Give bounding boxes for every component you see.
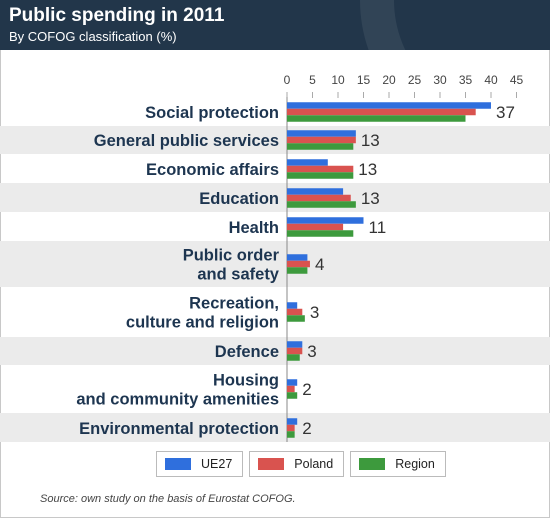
legend-item-ue27: UE27 [156, 451, 244, 477]
value-label: 2 [302, 419, 311, 438]
bar-region [287, 201, 356, 208]
bar-poland [287, 308, 303, 316]
bar-region [287, 143, 354, 150]
bar-ue27 [287, 188, 344, 195]
bar-poland [287, 165, 354, 173]
value-label: 13 [358, 160, 377, 179]
category-label: Recreation, culture and religion [126, 295, 279, 332]
category-label: Defence [215, 343, 279, 361]
legend-item-region: Region [350, 451, 446, 477]
bar-region [287, 172, 354, 179]
x-tick-label: 5 [309, 73, 316, 87]
value-label: 2 [302, 380, 311, 399]
category-label: Social protection [145, 104, 279, 122]
bar-poland [287, 347, 303, 355]
bar-region [287, 115, 466, 122]
bar-region [287, 392, 298, 399]
bar-poland [287, 260, 310, 268]
bar-chart: 0 5 10 15 20 25 30 35 40 45 Social protection Gene… [0, 73, 550, 442]
category-label: Health [229, 219, 279, 237]
x-tick-label: 30 [433, 73, 447, 87]
header-decoration [360, 0, 550, 50]
x-tick-label: 25 [408, 73, 422, 87]
bar-region [287, 315, 305, 322]
bar-poland [287, 136, 356, 144]
x-tick-label: 35 [459, 73, 473, 87]
value-labels: 37 13 13 13 11 4 3 3 2 2 [302, 103, 515, 438]
value-label: 13 [361, 131, 380, 150]
bar-poland [287, 424, 295, 432]
category-label: Environmental protection [79, 420, 279, 438]
bar-ue27 [287, 302, 298, 309]
bar-ue27 [287, 379, 298, 386]
bar-ue27 [287, 418, 298, 425]
bars [287, 102, 491, 438]
x-tick-label: 0 [284, 73, 291, 87]
bar-poland [287, 223, 344, 231]
row-stripe [0, 241, 550, 287]
bar-region [287, 267, 308, 274]
category-label: Economic affairs [146, 161, 279, 179]
legend-swatch [165, 458, 191, 470]
row-stripe [0, 413, 550, 442]
legend-swatch [258, 458, 285, 470]
bar-region [287, 431, 295, 438]
category-label: Public order and safety [183, 247, 280, 284]
bar-ue27 [287, 159, 328, 166]
bar-ue27 [287, 341, 303, 348]
row-stripe [0, 337, 550, 365]
x-tick-label: 40 [484, 73, 498, 87]
bar-region [287, 354, 300, 361]
x-tick-label: 45 [510, 73, 524, 87]
value-label: 4 [315, 255, 324, 274]
x-tick-label: 20 [382, 73, 396, 87]
row-stripe [0, 183, 550, 212]
chart-header: Public spending in 2011 By COFOG classif… [0, 0, 550, 50]
chart-title: Public spending in 2011 [9, 5, 225, 26]
value-label: 3 [307, 342, 316, 361]
chart-subtitle: By COFOG classification (%) [9, 29, 177, 44]
bar-region [287, 230, 354, 237]
bar-ue27 [287, 217, 364, 224]
bar-poland [287, 385, 295, 393]
legend-item-poland: Poland [249, 451, 345, 477]
category-labels: Social protection General public services… [76, 104, 279, 438]
row-stripes [0, 126, 550, 442]
row-stripe [0, 126, 550, 154]
legend: UE27 Poland Region [156, 451, 446, 477]
bar-ue27 [287, 130, 356, 137]
category-label: Education [199, 190, 279, 208]
value-label: 37 [496, 103, 515, 122]
category-label: Housing and community amenities [76, 372, 279, 409]
legend-label: Poland [294, 457, 334, 471]
bar-poland [287, 108, 476, 116]
value-label: 11 [369, 218, 387, 237]
source-note: Source: own study on the basis of Eurost… [40, 493, 296, 505]
x-axis-ticks: 0 5 10 15 20 25 30 35 40 45 [284, 73, 524, 98]
bar-poland [287, 194, 351, 202]
category-label: General public services [94, 132, 279, 150]
legend-swatch [359, 458, 386, 470]
bar-ue27 [287, 254, 308, 261]
legend-label: Region [395, 457, 435, 471]
legend-label: UE27 [201, 457, 233, 471]
bar-ue27 [287, 102, 491, 109]
x-tick-label: 15 [357, 73, 371, 87]
value-label: 3 [310, 303, 319, 322]
value-label: 13 [361, 189, 380, 208]
x-tick-label: 10 [331, 73, 345, 87]
